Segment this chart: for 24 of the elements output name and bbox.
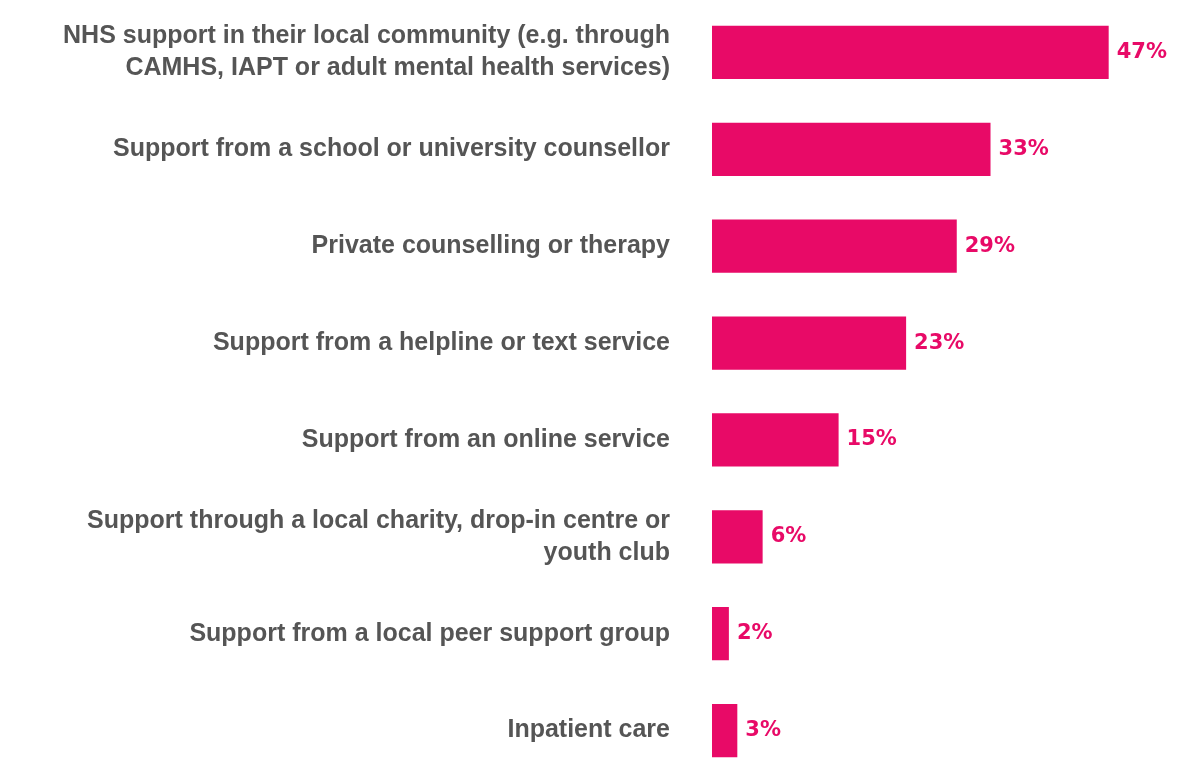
bar bbox=[712, 413, 839, 467]
bar bbox=[712, 316, 907, 370]
bar bbox=[712, 703, 738, 758]
y-tick-label: NHS support in their local community (e.g. through CAMHS, IAPT or adult mental health services) bbox=[63, 20, 670, 81]
y-tick-label: Support from a helpline or text service bbox=[212, 326, 671, 355]
data-label: 33% bbox=[998, 135, 1049, 160]
data-label: 3% bbox=[745, 717, 781, 742]
y-tick-label: Support from an online service bbox=[301, 423, 671, 452]
data-label: 6% bbox=[770, 523, 807, 548]
bar bbox=[712, 510, 763, 564]
data-label: 47% bbox=[1116, 38, 1167, 63]
data-label: 15% bbox=[846, 426, 897, 451]
bar bbox=[712, 25, 1109, 80]
y-tick-label: Support from a school or university counsellor bbox=[112, 133, 671, 162]
bar bbox=[712, 122, 991, 176]
data-label: 23% bbox=[914, 329, 965, 354]
data-label: 2% bbox=[736, 620, 773, 645]
data-label: 29% bbox=[964, 232, 1016, 257]
y-tick-label: Private counselling or therapy bbox=[311, 230, 671, 259]
bar bbox=[712, 607, 729, 661]
bar bbox=[712, 219, 957, 273]
y-tick-label: Inpatient care bbox=[507, 714, 671, 743]
y-tick-label: Support through a local charity, drop-in centre or youth club bbox=[87, 504, 671, 565]
y-tick-label: Support from a local peer support group bbox=[189, 617, 670, 646]
